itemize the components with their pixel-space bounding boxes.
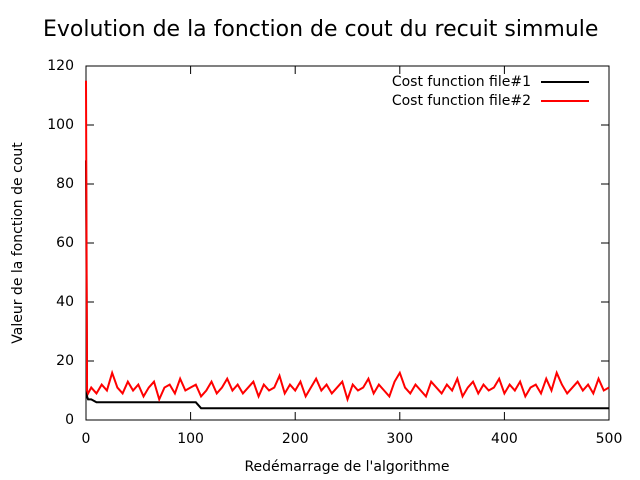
- series-line: [85, 80, 610, 403]
- legend-label: Cost function file#1: [392, 74, 531, 90]
- x-tick-label: 400: [491, 431, 518, 447]
- x-tick-label: 300: [386, 431, 413, 447]
- x-tick-label: 500: [596, 431, 623, 447]
- y-tick-label: 120: [47, 58, 74, 74]
- legend-label: Cost function file#2: [392, 93, 531, 109]
- x-axis-label: Redémarrage de l'algorithme: [244, 459, 449, 475]
- y-tick-label: 60: [56, 235, 74, 251]
- y-tick-label: 80: [56, 176, 74, 192]
- x-tick-label: 100: [177, 431, 204, 447]
- y-tick-label: 100: [47, 117, 74, 133]
- y-axis-label: Valeur de la fonction de cout: [10, 142, 26, 344]
- y-tick-label: 0: [65, 412, 74, 428]
- x-tick-label: 200: [282, 431, 309, 447]
- series-line: [85, 160, 609, 410]
- chart-title: Evolution de la fonction de cout du recu…: [43, 17, 598, 42]
- plot-frame: [85, 65, 610, 421]
- y-tick-label: 20: [56, 353, 74, 369]
- y-tick-label: 40: [56, 294, 74, 310]
- x-tick-label: 0: [82, 431, 91, 447]
